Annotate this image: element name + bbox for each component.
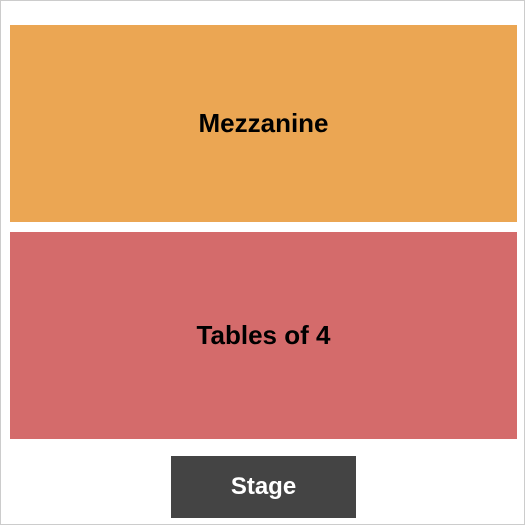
seating-chart-container: Mezzanine Tables of 4 Stage bbox=[0, 0, 525, 525]
tables-section[interactable]: Tables of 4 bbox=[10, 232, 517, 439]
stage-section: Stage bbox=[171, 456, 356, 518]
stage-label: Stage bbox=[231, 473, 296, 501]
mezzanine-label: Mezzanine bbox=[198, 108, 328, 139]
mezzanine-section[interactable]: Mezzanine bbox=[10, 25, 517, 222]
tables-label: Tables of 4 bbox=[197, 320, 331, 351]
